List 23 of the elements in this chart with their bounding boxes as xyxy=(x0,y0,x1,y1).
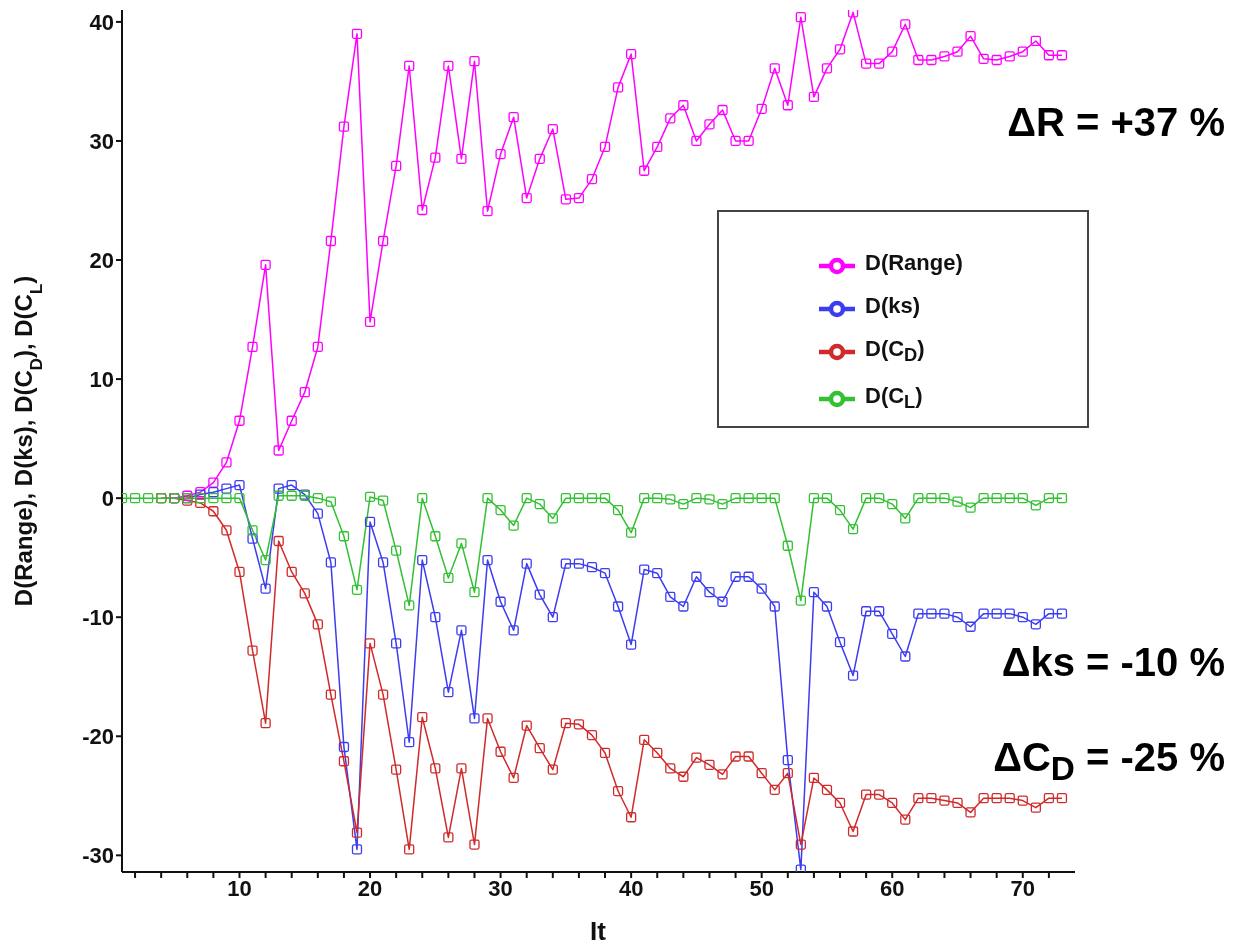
y-tick-label: 0 xyxy=(101,485,114,511)
x-tick-label: 70 xyxy=(1010,875,1036,901)
legend-label: D(Range) xyxy=(865,250,963,275)
legend-label: D(C$_{D}$) xyxy=(865,336,925,366)
x-tick-label: 20 xyxy=(357,875,383,901)
y-tick-label: 30 xyxy=(89,128,114,154)
x-tick-label: 30 xyxy=(488,875,513,901)
x-axis-title: It xyxy=(590,916,607,946)
x-tick-label: 60 xyxy=(879,875,905,901)
annotation: Δks = -10 % xyxy=(1001,640,1225,684)
x-tick-label: 10 xyxy=(227,875,252,901)
x-tick-label: 40 xyxy=(618,875,644,901)
legend-label: D(ks) xyxy=(865,293,921,318)
y-tick-label: 20 xyxy=(89,247,114,273)
y-tick-label: -20 xyxy=(82,724,114,750)
y-tick-label: -30 xyxy=(82,843,114,869)
y-tick-label: 40 xyxy=(89,9,114,35)
annotation: ΔC$_{D}$ = -25 % xyxy=(993,735,1225,787)
legend-label: D(C$_{L}$) xyxy=(865,383,923,413)
y-tick-label: -10 xyxy=(82,605,114,631)
annotation: ΔR = +37 % xyxy=(1007,100,1225,144)
x-tick-label: 50 xyxy=(749,875,774,901)
y-tick-label: 10 xyxy=(89,366,114,392)
